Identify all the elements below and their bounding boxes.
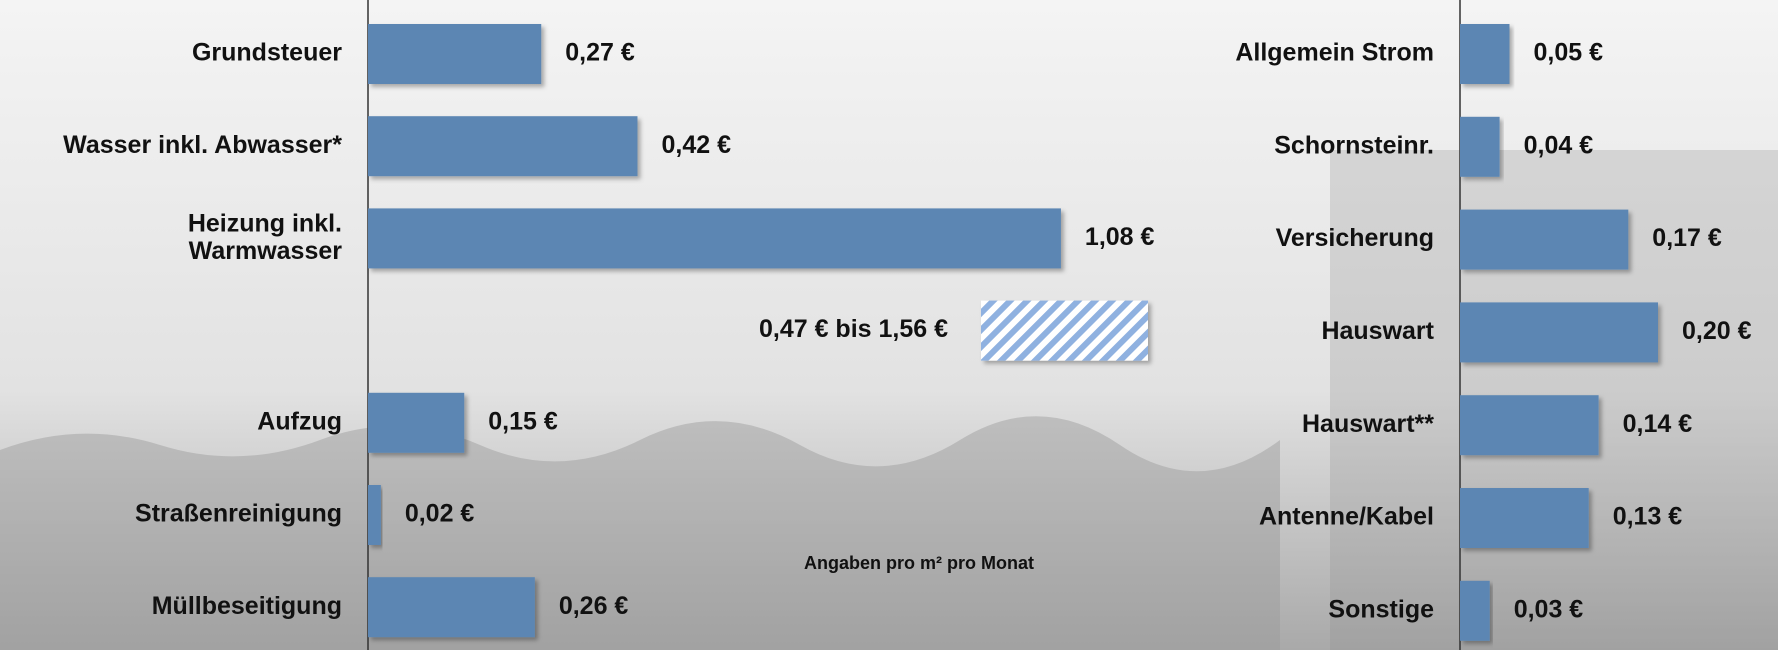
category-label: Hauswart xyxy=(1321,317,1434,345)
value-label: 0,05 € xyxy=(1534,39,1604,67)
bar xyxy=(1460,24,1510,84)
value-label: 0,27 € xyxy=(565,39,635,67)
value-label: 0,13 € xyxy=(1613,503,1683,531)
value-label: 0,17 € xyxy=(1652,224,1722,252)
bar xyxy=(1460,395,1599,455)
bar xyxy=(368,393,464,453)
value-label: 0,15 € xyxy=(488,407,558,435)
bar xyxy=(1460,488,1589,548)
chart: Grundsteuer 0,27 € Wasser inkl. Abwasser* 0… xyxy=(0,0,1778,650)
range-hatch xyxy=(981,301,1148,361)
category-label: Straßenreinigung xyxy=(135,500,342,528)
category-label: Versicherung xyxy=(1276,224,1434,252)
value-label: 0,03 € xyxy=(1514,595,1584,623)
bar xyxy=(1460,581,1490,641)
category-label: Schornsteinr. xyxy=(1274,131,1434,159)
bar xyxy=(1460,210,1628,270)
category-label: Müllbeseitigung xyxy=(152,592,342,620)
value-label: 0,04 € xyxy=(1524,131,1594,159)
value-label: 0,14 € xyxy=(1623,410,1693,438)
bar xyxy=(1460,117,1500,177)
value-label: 0,02 € xyxy=(405,500,475,528)
annotation: 0,47 € bis 1,56 € xyxy=(759,315,948,343)
value-label: 0,26 € xyxy=(559,592,629,620)
bar xyxy=(368,208,1061,268)
bar xyxy=(368,577,535,637)
footnote: Angaben pro m² pro Monat xyxy=(804,553,1034,573)
bar xyxy=(368,116,637,176)
category-label: Allgemein Strom xyxy=(1235,39,1434,67)
category-label: Sonstige xyxy=(1328,595,1434,623)
category-label: Heizung inkl.Warmwasser xyxy=(188,209,342,265)
category-label: Antenne/Kabel xyxy=(1259,503,1434,531)
category-label: Grundsteuer xyxy=(192,39,342,67)
category-label: Wasser inkl. Abwasser* xyxy=(63,131,342,159)
bar xyxy=(1460,302,1658,362)
value-label: 1,08 € xyxy=(1085,223,1155,251)
value-label: 0,20 € xyxy=(1682,317,1752,345)
value-label: 0,42 € xyxy=(661,131,731,159)
category-label: Hauswart** xyxy=(1302,410,1434,438)
category-label: Aufzug xyxy=(257,407,342,435)
bar xyxy=(368,485,381,545)
bar xyxy=(368,24,541,84)
